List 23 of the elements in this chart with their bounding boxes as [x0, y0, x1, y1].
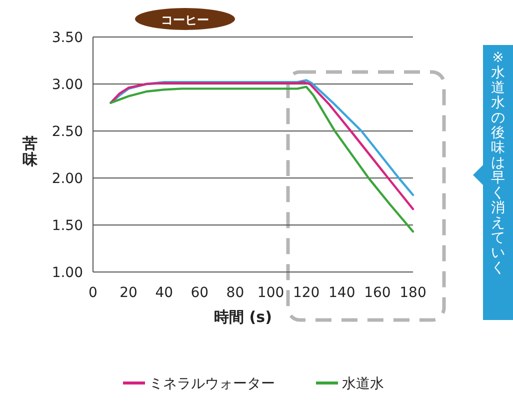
x-tick-label: 160 — [364, 285, 391, 301]
legend-label: ミネラルウォーター — [149, 376, 275, 392]
legend-label: 水道水 — [342, 376, 384, 392]
x-tick-label: 0 — [88, 285, 98, 301]
y-tick-label: 3.50 — [52, 30, 83, 46]
x-tick-label: 100 — [257, 285, 284, 301]
text: ※水道水の後味は早く消えていく — [491, 50, 505, 276]
y-tick-label: 1.00 — [52, 265, 83, 281]
y-tick-label: 2.50 — [52, 124, 83, 140]
x-axis-title: 時間 (s) — [214, 308, 272, 326]
y-tick-label: 1.50 — [52, 218, 83, 234]
chart-title: コーヒー — [161, 13, 209, 27]
y-tick-label: 3.00 — [52, 77, 83, 93]
y-axis-title: 苦味 — [22, 134, 38, 168]
x-tick-label: 60 — [190, 285, 209, 301]
y-tick-label: 2.00 — [52, 171, 83, 187]
x-tick-label: 40 — [155, 285, 174, 301]
x-tick-label: 20 — [120, 285, 138, 301]
x-tick-label: 140 — [328, 285, 356, 301]
line-series — [110, 86, 414, 233]
x-tick-label: 80 — [226, 285, 244, 301]
x-tick-label: 180 — [400, 285, 426, 301]
x-tick-label: 120 — [292, 285, 320, 301]
